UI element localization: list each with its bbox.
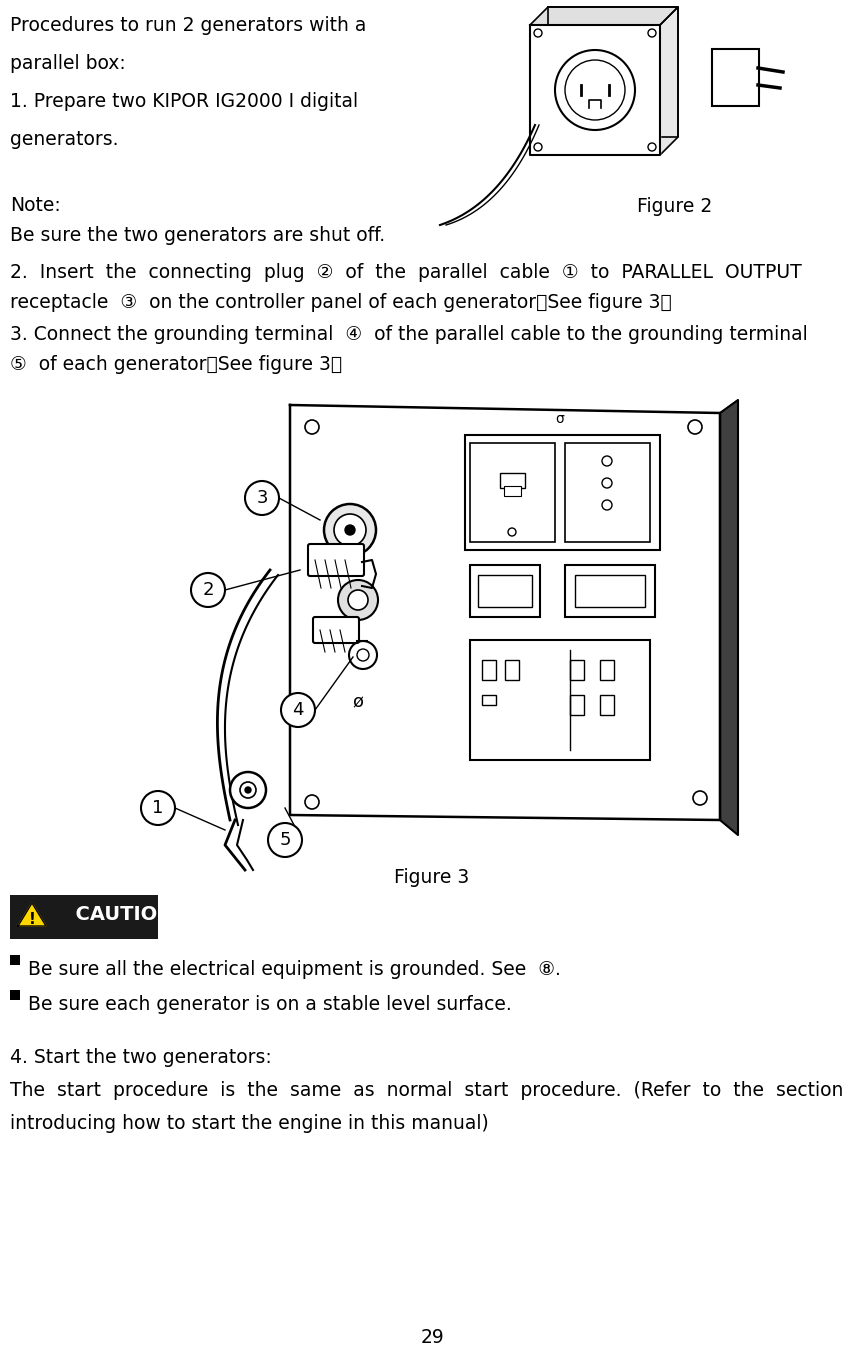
Bar xyxy=(565,443,650,542)
FancyBboxPatch shape xyxy=(308,544,364,576)
Circle shape xyxy=(648,142,656,151)
Circle shape xyxy=(348,590,368,610)
Text: receptacle  ③  on the controller panel of each generator（See figure 3）: receptacle ③ on the controller panel of … xyxy=(10,293,671,312)
FancyBboxPatch shape xyxy=(712,49,759,106)
Circle shape xyxy=(324,504,376,556)
Polygon shape xyxy=(720,400,738,835)
Text: ⑤  of each generator（See figure 3）: ⑤ of each generator（See figure 3） xyxy=(10,355,342,374)
Text: Figure 2: Figure 2 xyxy=(638,197,713,216)
Text: ø: ø xyxy=(353,693,364,711)
Polygon shape xyxy=(530,24,660,155)
Bar xyxy=(10,990,20,999)
Bar xyxy=(575,575,645,607)
Text: CAUTION: CAUTION xyxy=(62,906,174,925)
Text: Be sure all the electrical equipment is grounded. See  ⑧.: Be sure all the electrical equipment is … xyxy=(28,960,561,979)
Text: The  start  procedure  is  the  same  as  normal  start  procedure.  (Refer  to : The start procedure is the same as norma… xyxy=(10,1081,843,1100)
Circle shape xyxy=(240,782,256,797)
Bar xyxy=(565,565,655,617)
Circle shape xyxy=(648,28,656,37)
Text: 2.  Insert  the  connecting  plug  ②  of  the  parallel  cable  ①  to  PARALLEL : 2. Insert the connecting plug ② of the p… xyxy=(10,263,802,282)
Bar xyxy=(465,435,660,551)
Text: 4. Start the two generators:: 4. Start the two generators: xyxy=(10,1048,272,1067)
Circle shape xyxy=(688,420,702,434)
Bar xyxy=(600,696,614,715)
Circle shape xyxy=(334,514,366,546)
Bar xyxy=(500,473,525,488)
Text: 29: 29 xyxy=(420,1328,444,1347)
Text: 3. Connect the grounding terminal  ④  of the parallel cable to the grounding ter: 3. Connect the grounding terminal ④ of t… xyxy=(10,325,808,344)
Circle shape xyxy=(268,823,302,857)
Bar xyxy=(478,575,532,607)
Circle shape xyxy=(534,142,542,151)
Circle shape xyxy=(141,791,175,824)
Text: 5: 5 xyxy=(279,831,291,849)
Text: 3: 3 xyxy=(257,490,268,507)
Text: Be sure the two generators are shut off.: Be sure the two generators are shut off. xyxy=(10,226,385,245)
Circle shape xyxy=(305,795,319,810)
Polygon shape xyxy=(530,7,678,24)
Text: 1. Prepare two KIPOR IG2000 I digital: 1. Prepare two KIPOR IG2000 I digital xyxy=(10,92,358,111)
Text: introducing how to start the engine in this manual): introducing how to start the engine in t… xyxy=(10,1115,489,1134)
Bar xyxy=(570,696,584,715)
Bar xyxy=(504,485,521,496)
Circle shape xyxy=(338,580,378,620)
Text: parallel box:: parallel box: xyxy=(10,54,126,73)
Circle shape xyxy=(245,481,279,515)
Circle shape xyxy=(345,525,355,536)
Text: generators.: generators. xyxy=(10,130,118,149)
Bar xyxy=(600,660,614,679)
Circle shape xyxy=(245,786,251,793)
Polygon shape xyxy=(548,7,678,137)
Bar xyxy=(505,660,519,679)
Polygon shape xyxy=(660,7,678,155)
Bar xyxy=(482,696,496,705)
FancyBboxPatch shape xyxy=(313,617,359,643)
Circle shape xyxy=(349,641,377,669)
Circle shape xyxy=(534,28,542,37)
Text: Figure 3: Figure 3 xyxy=(394,868,470,887)
Text: 2: 2 xyxy=(202,580,213,599)
Polygon shape xyxy=(18,903,46,926)
Text: Be sure each generator is on a stable level surface.: Be sure each generator is on a stable le… xyxy=(28,995,511,1014)
Circle shape xyxy=(191,574,225,607)
Circle shape xyxy=(230,772,266,808)
Bar xyxy=(470,443,555,542)
Text: 4: 4 xyxy=(292,701,304,719)
Bar xyxy=(570,660,584,679)
Circle shape xyxy=(305,420,319,434)
Text: Procedures to run 2 generators with a: Procedures to run 2 generators with a xyxy=(10,16,366,35)
Circle shape xyxy=(281,693,315,727)
Bar xyxy=(470,565,540,617)
Bar xyxy=(10,955,20,965)
Polygon shape xyxy=(290,405,720,820)
Circle shape xyxy=(693,791,707,805)
Bar xyxy=(470,640,650,759)
Text: Note:: Note: xyxy=(10,197,60,216)
Text: 1: 1 xyxy=(152,799,163,818)
Text: σ: σ xyxy=(556,412,564,426)
Bar xyxy=(10,895,158,938)
Text: !: ! xyxy=(29,911,35,926)
Bar xyxy=(482,660,496,679)
